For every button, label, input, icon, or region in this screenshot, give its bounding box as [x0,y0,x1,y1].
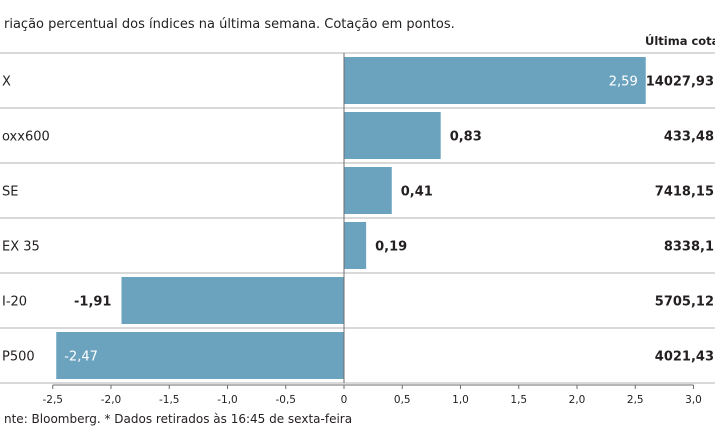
x-tick-label: 3,0 [685,394,702,406]
last-quote-value: 14027,93 [646,75,714,90]
data-label: 0,83 [450,130,482,145]
last-quote-value: 8338,1 [664,240,714,255]
x-tick-label: -2,5 [43,394,64,406]
category-label: P500 [2,350,35,365]
x-tick-label: -1,0 [217,394,238,406]
data-label: 0,41 [401,185,433,200]
x-tick-label: -0,5 [276,394,297,406]
x-tick-label: 0 [341,394,348,406]
chart-subtitle: riação percentual dos índices na última … [4,17,455,32]
x-tick-label: 1,5 [510,394,527,406]
bar [344,57,646,104]
bar [56,332,345,379]
category-label: I-20 [2,295,27,310]
x-tick-label: -2,0 [101,394,122,406]
x-tick-label: 2,5 [627,394,644,406]
bar [344,167,392,214]
source-note: nte: Bloomberg. * Dados retirados às 16:… [4,412,352,426]
category-label: oxx600 [2,130,50,145]
category-label: SE [2,185,18,200]
bar [121,277,344,324]
last-quote-value: 433,48 [664,130,714,145]
category-label: X [2,75,11,90]
data-label: 2,59 [609,75,638,90]
category-label: EX 35 [2,240,40,255]
x-tick-label: 1,0 [452,394,469,406]
last-quote-value: 7418,15 [655,185,714,200]
data-label: -1,91 [74,295,111,310]
last-quote-value: 4021,43 [655,350,714,365]
bar [344,112,441,159]
data-label: 0,19 [375,240,407,255]
x-axis: -2,5 -2,0 -1,5 -1,0 -0,5 0 0,5 1,0 1,5 2,0 2,5 3,0 [43,53,702,406]
data-label: -2,47 [64,350,98,365]
x-tick-label: -1,5 [159,394,180,406]
x-tick-label: 2,0 [569,394,586,406]
x-tick-label: 0,5 [394,394,411,406]
chart-rows: X 2,59 14027,93 oxx600 0,83 433,48 SE 0,41 7418,… [0,52,715,384]
last-quote-value: 5705,12 [655,295,714,310]
bar [344,222,367,269]
last-quote-header: Última cotação [645,33,715,48]
